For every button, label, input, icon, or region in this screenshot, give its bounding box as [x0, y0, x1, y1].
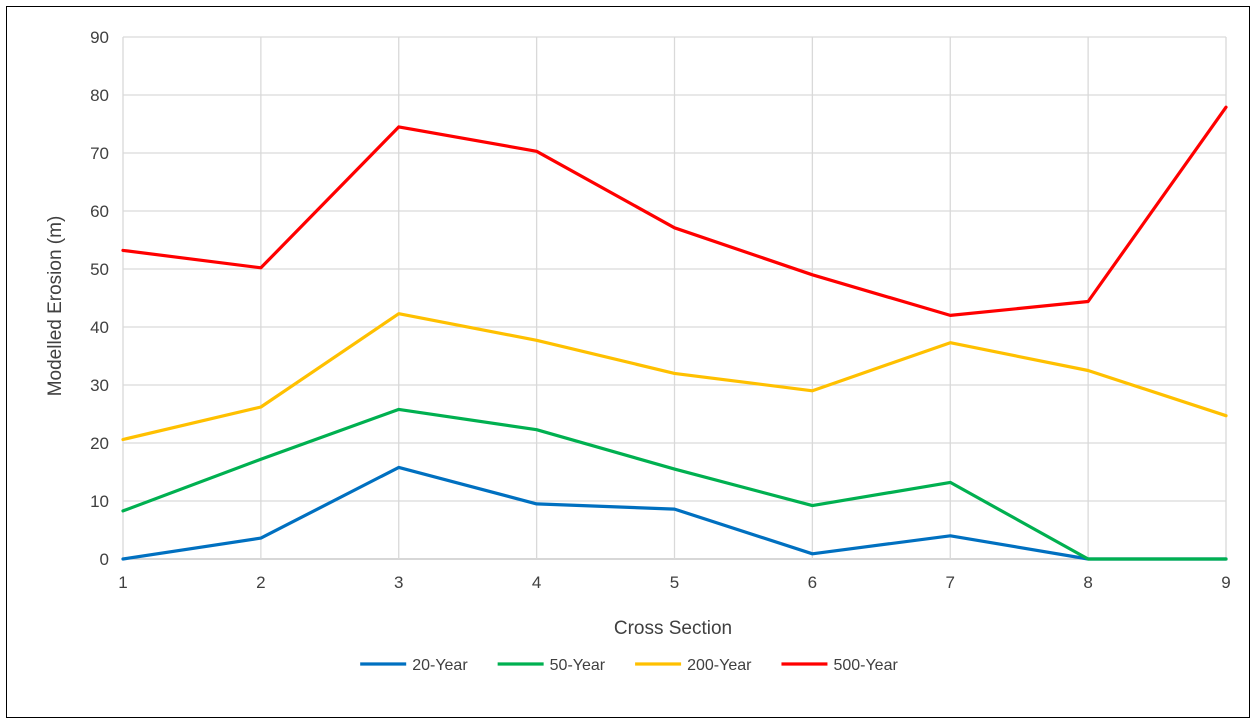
legend-label: 200-Year: [687, 657, 752, 674]
gridlines: [122, 36, 1227, 560]
x-tick-label: 2: [256, 573, 265, 592]
series-line-500-year: [121, 105, 1228, 317]
x-tick-label: 1: [118, 573, 127, 592]
y-tick-label: 50: [90, 260, 109, 279]
legend-item-50-year: 50-Year: [497, 657, 606, 674]
x-axis-title: Cross Section: [614, 618, 732, 639]
legend-item-20-year: 20-Year: [360, 657, 468, 674]
x-tick-label: 7: [946, 573, 955, 592]
chart-frame: 0 10 20 30 40 50 60 70 80 90 1 2 3 4 5 6 7 8 9 Modelled E…: [6, 6, 1250, 718]
x-tick-label: 9: [1221, 573, 1230, 592]
series-line-20-year: [121, 465, 1228, 561]
y-axis-title: Modelled Erosion (m): [45, 216, 66, 397]
y-tick-label: 10: [90, 492, 109, 511]
x-axis-tick-labels: 1 2 3 4 5 6 7 8 9: [118, 573, 1230, 592]
y-tick-label: 0: [100, 550, 109, 569]
y-tick-label: 60: [90, 202, 109, 221]
x-tick-label: 3: [394, 573, 403, 592]
series-line-200-year: [121, 312, 1228, 442]
legend-item-200-year: 200-Year: [635, 657, 752, 674]
y-tick-label: 80: [90, 86, 109, 105]
x-tick-label: 4: [532, 573, 541, 592]
legend: 20-Year 50-Year 200-Year 500-Year: [360, 657, 898, 674]
series-lines: [121, 105, 1228, 561]
series-line-50-year: [121, 407, 1228, 561]
y-tick-label: 40: [90, 318, 109, 337]
x-tick-label: 5: [670, 573, 679, 592]
x-tick-label: 8: [1083, 573, 1092, 592]
legend-label: 50-Year: [550, 657, 606, 674]
legend-label: 20-Year: [412, 657, 468, 674]
y-tick-label: 20: [90, 434, 109, 453]
line-chart: 0 10 20 30 40 50 60 70 80 90 1 2 3 4 5 6 7 8 9 Modelled E…: [45, 28, 1231, 674]
y-tick-label: 70: [90, 144, 109, 163]
legend-item-500-year: 500-Year: [781, 657, 898, 674]
y-axis-tick-labels: 0 10 20 30 40 50 60 70 80 90: [90, 28, 109, 569]
legend-label: 500-Year: [833, 657, 898, 674]
y-tick-label: 30: [90, 376, 109, 395]
x-tick-label: 6: [808, 573, 817, 592]
y-tick-label: 90: [90, 28, 109, 47]
